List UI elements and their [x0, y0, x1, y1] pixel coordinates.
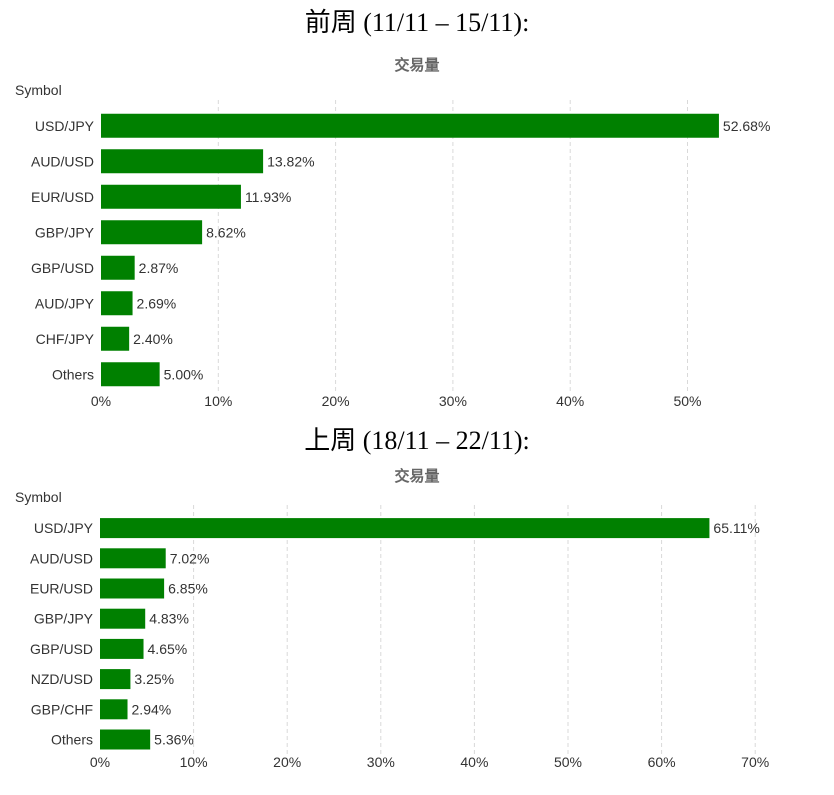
bar — [100, 669, 131, 690]
x-tick-label: 0% — [91, 393, 111, 409]
chart1-plot: 0% 10% 20% 30% 40% 50% USD/JPY 52.68% AUD/USD 13.… — [31, 100, 770, 409]
category-label: AUD/USD — [30, 550, 93, 566]
data-label: 5.36% — [154, 732, 194, 748]
data-label: 2.87% — [139, 260, 179, 276]
bar — [100, 608, 146, 629]
data-label: 2.94% — [132, 701, 172, 717]
category-label: AUD/JPY — [35, 295, 95, 311]
bar — [101, 362, 160, 387]
bar — [100, 699, 128, 720]
category-label: Others — [52, 366, 94, 382]
bar — [101, 326, 130, 351]
x-tick-label: 70% — [741, 754, 769, 770]
bar — [101, 113, 719, 138]
bar — [100, 638, 144, 659]
category-label: AUD/USD — [31, 153, 94, 169]
x-tick-label: 20% — [273, 754, 301, 770]
category-label: GBP/CHF — [31, 701, 93, 717]
category-label: GBP/JPY — [35, 224, 95, 240]
chart1-axis-title: Symbol — [15, 82, 62, 98]
bar — [101, 149, 264, 174]
data-label: 52.68% — [723, 118, 770, 134]
category-label: EUR/USD — [30, 581, 93, 597]
x-tick-label: 40% — [460, 754, 488, 770]
data-label: 65.11% — [713, 520, 759, 536]
data-label: 4.83% — [149, 611, 189, 627]
data-label: 2.40% — [133, 331, 173, 347]
data-label: 7.02% — [170, 550, 210, 566]
chart2-axis-title: Symbol — [15, 489, 62, 505]
category-label: GBP/USD — [31, 260, 94, 276]
data-label: 2.69% — [137, 295, 177, 311]
x-tick-label: 20% — [322, 393, 350, 409]
data-label: 5.00% — [164, 366, 204, 382]
x-tick-label: 30% — [367, 754, 395, 770]
chart2-title: 交易量 — [394, 467, 440, 485]
category-label: NZD/USD — [31, 671, 93, 687]
bar — [100, 578, 165, 599]
bar — [101, 220, 203, 245]
chart2-heading: 上周 (18/11 – 22/11): — [304, 426, 530, 455]
x-tick-label: 30% — [439, 393, 467, 409]
category-label: GBP/JPY — [34, 611, 94, 627]
data-label: 3.25% — [134, 671, 174, 687]
data-label: 4.65% — [148, 641, 188, 657]
x-tick-label: 50% — [554, 754, 582, 770]
x-tick-label: 10% — [204, 393, 232, 409]
x-tick-label: 0% — [90, 754, 110, 770]
bar — [100, 518, 710, 539]
chart1-heading: 前周 (11/11 – 15/11): — [304, 8, 530, 37]
data-label: 6.85% — [168, 581, 208, 597]
x-tick-label: 50% — [673, 393, 701, 409]
x-tick-label: 40% — [556, 393, 584, 409]
category-label: Others — [51, 732, 93, 748]
category-label: USD/JPY — [34, 520, 94, 536]
category-label: GBP/USD — [30, 641, 93, 657]
chart2-plot: 0% 10% 20% 30% 40% 50% 60% 70% USD/JPY 65.11% AUD/… — [30, 505, 769, 770]
category-label: CHF/JPY — [36, 331, 95, 347]
bar — [101, 184, 241, 209]
bar — [100, 729, 151, 750]
chart1-title: 交易量 — [394, 56, 440, 74]
data-label: 13.82% — [267, 153, 314, 169]
x-tick-label: 60% — [648, 754, 676, 770]
bar — [101, 291, 133, 316]
x-tick-label: 10% — [180, 754, 208, 770]
data-label: 8.62% — [206, 224, 246, 240]
bar — [100, 548, 166, 569]
category-label: USD/JPY — [35, 118, 95, 134]
category-label: EUR/USD — [31, 189, 94, 205]
data-label: 11.93% — [245, 189, 291, 205]
bar — [101, 255, 135, 280]
